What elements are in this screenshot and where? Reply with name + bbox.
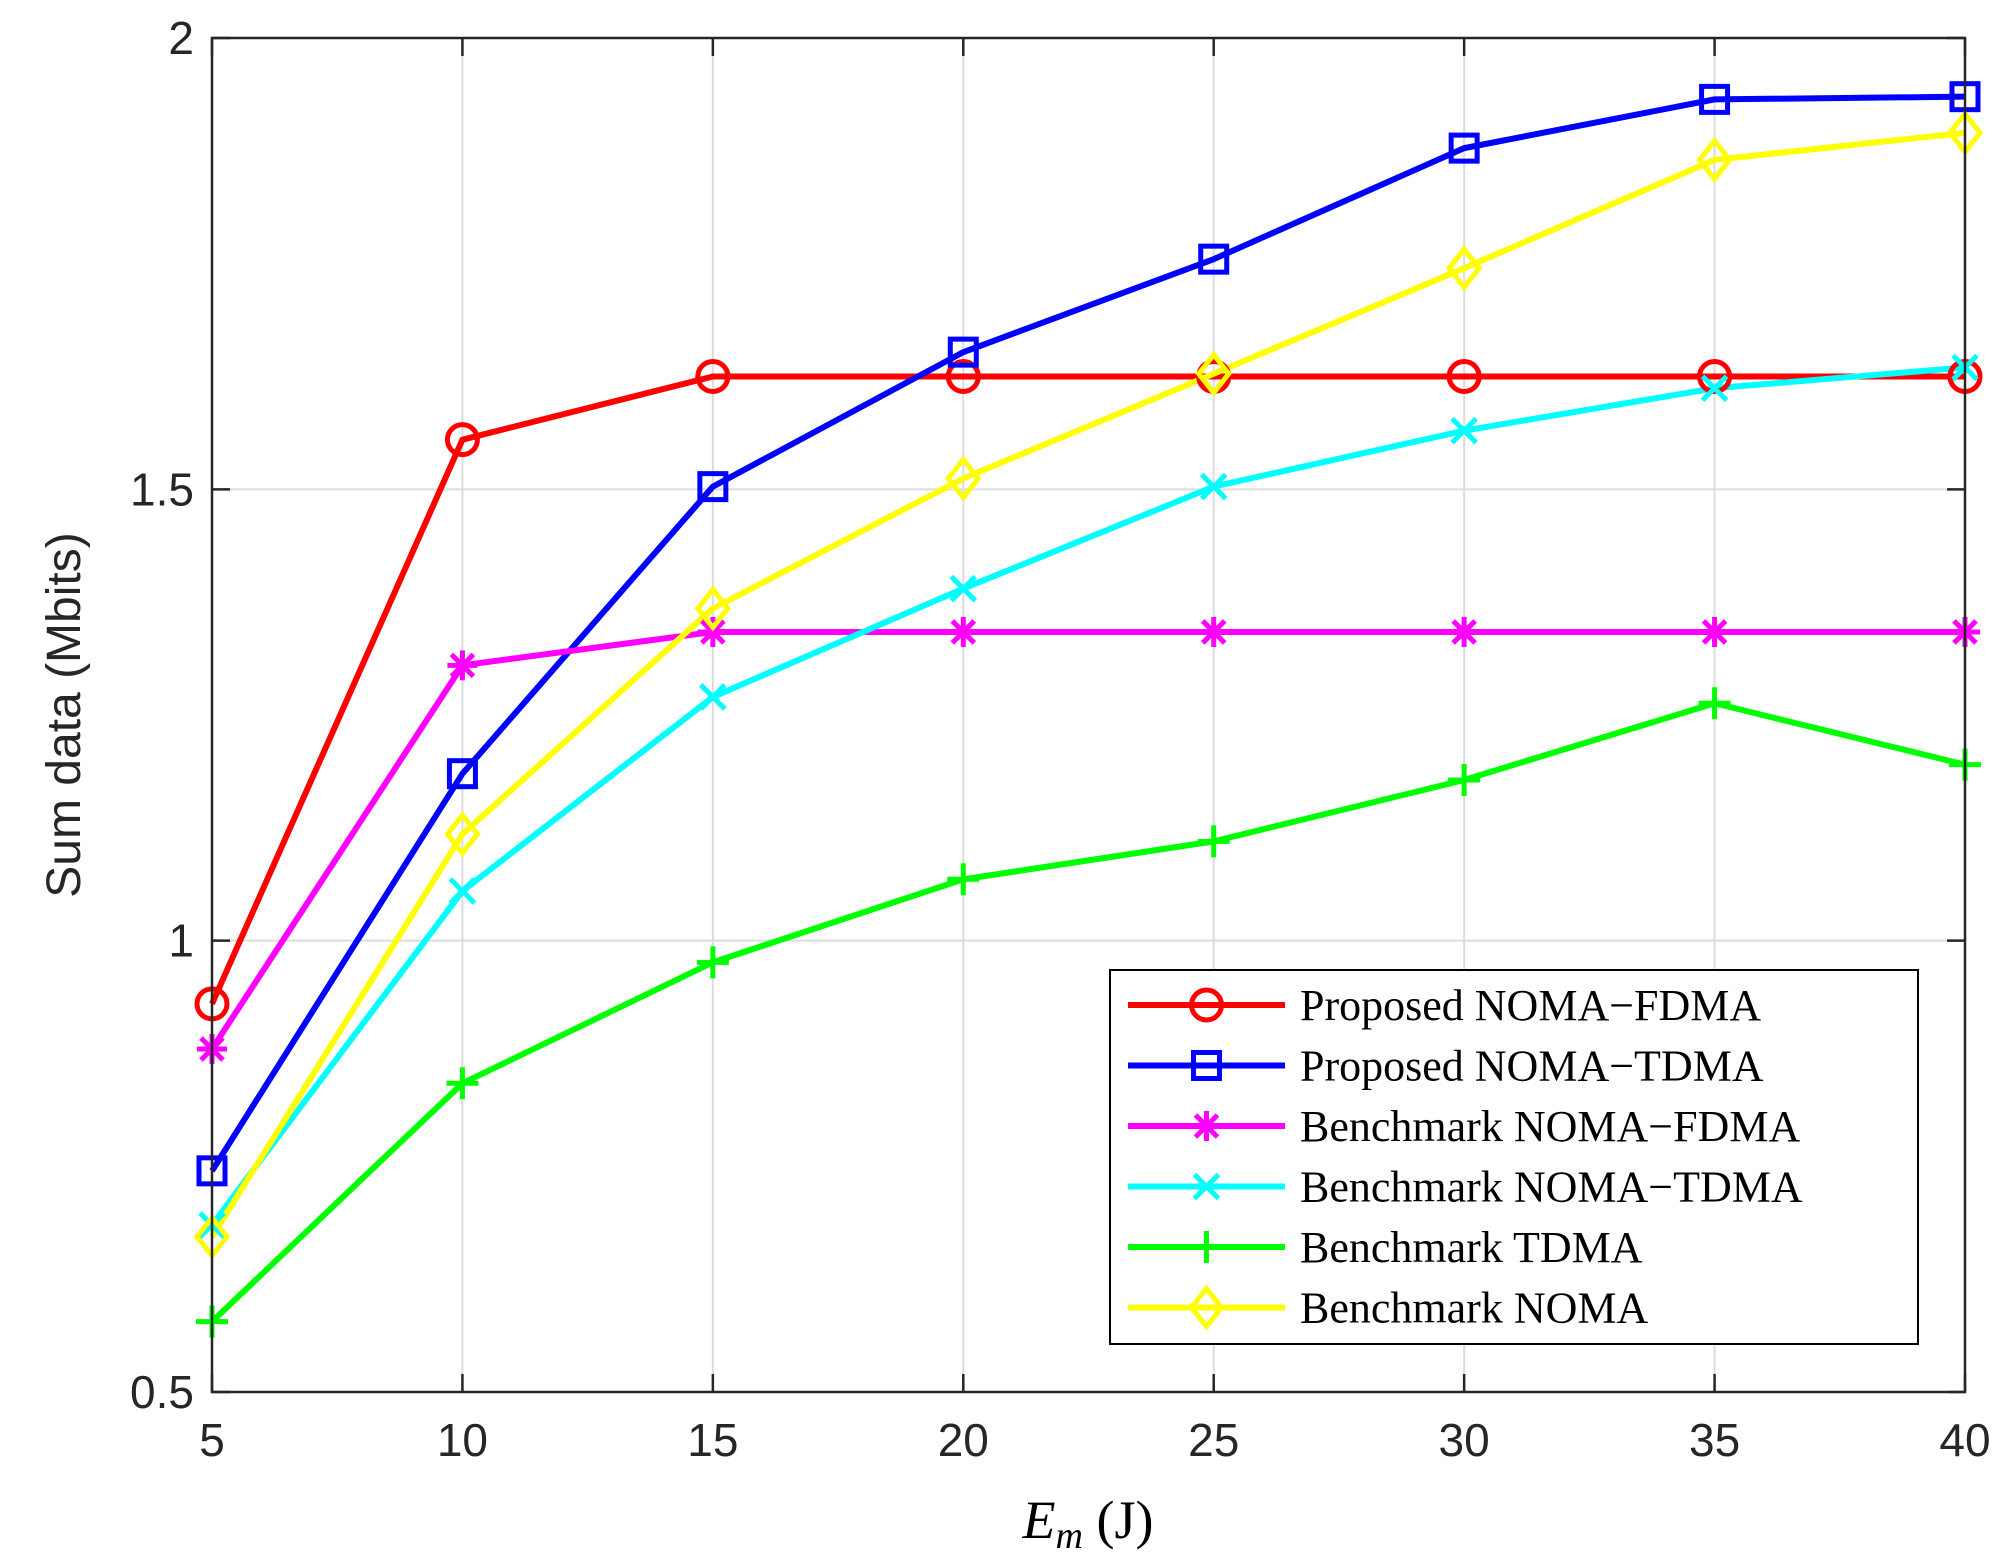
legend-item-benchmark-tdma: Benchmark TDMA [1128, 1223, 1643, 1272]
series-lines [209, 93, 1966, 1324]
series-line-benchmark-noma [209, 129, 1966, 1239]
x-tick-label: 35 [1689, 1414, 1740, 1466]
data-point-proposed-noma-fdma [444, 422, 480, 458]
legend-marker [1190, 1231, 1223, 1263]
data-point-proposed-noma-fdma [1446, 359, 1482, 394]
y-tick-label: 1 [168, 915, 194, 967]
series-line-proposed-noma-fdma [209, 373, 1965, 1006]
y-tick-label: 2 [168, 12, 194, 64]
data-point-benchmark-tdma [446, 1067, 479, 1100]
data-point-benchmark-noma [1195, 350, 1232, 397]
data-point-benchmark-noma [444, 811, 481, 858]
data-point-benchmark-noma-tdma [1199, 472, 1228, 501]
data-point-benchmark-noma-tdma [1450, 416, 1478, 445]
x-axis-label: Em (J) [1022, 1490, 1154, 1557]
legend-item-proposed-noma-tdma: Proposed NOMA−TDMA [1128, 1042, 1764, 1091]
x-tick-label: 25 [1188, 1414, 1239, 1466]
data-point-benchmark-noma [694, 585, 732, 632]
legend: Proposed NOMA−FDMA Proposed NOMA−TDMA Benc… [1109, 969, 1919, 1345]
x-tick-label: 5 [199, 1414, 225, 1466]
legend-label: Proposed NOMA−FDMA [1300, 981, 1761, 1030]
series-markers-benchmark-noma [193, 109, 1984, 1260]
series-line-benchmark-tdma [209, 700, 1966, 1324]
x-tick-label: 20 [938, 1414, 989, 1466]
data-point-benchmark-noma-fdma [447, 650, 478, 681]
y-axis-label: Sum data (Mbits) [38, 532, 91, 897]
y-tick-label: 1.5 [130, 463, 194, 515]
data-point-benchmark-tdma [1448, 763, 1481, 796]
plot-frame [210, 36, 1967, 1394]
data-point-benchmark-noma [1445, 245, 1483, 292]
x-tick-label: 30 [1439, 1414, 1490, 1466]
data-point-benchmark-noma-fdma [697, 616, 728, 647]
legend-item-benchmark-noma-tdma: Benchmark NOMA−TDMA [1128, 1163, 1803, 1212]
data-point-proposed-noma-tdma [1198, 243, 1230, 275]
axis-ticks [210, 36, 1967, 1394]
data-point-proposed-noma-fdma [945, 359, 981, 394]
series-line-proposed-noma-tdma [209, 93, 1966, 1173]
x-axis-label-sub: m [1056, 1515, 1083, 1557]
data-point-benchmark-noma-tdma [699, 683, 727, 711]
legend-label: Benchmark NOMA−TDMA [1300, 1163, 1803, 1212]
data-point-proposed-noma-tdma [1448, 132, 1480, 164]
data-point-benchmark-noma-fdma [1449, 616, 1480, 647]
legend-marker [1189, 987, 1224, 1023]
x-tick-label: 40 [1939, 1414, 1990, 1466]
legend-item-benchmark-noma-fdma: Benchmark NOMA−FDMA [1128, 1102, 1800, 1151]
data-point-benchmark-noma [1696, 136, 1733, 183]
data-point-proposed-noma-fdma [695, 359, 731, 394]
legend-item-benchmark-noma: Benchmark NOMA [1128, 1284, 1648, 1333]
data-point-benchmark-noma-fdma [948, 616, 979, 647]
legend-label: Benchmark TDMA [1300, 1223, 1643, 1272]
data-point-benchmark-noma-fdma [1699, 616, 1730, 647]
x-tick-label: 15 [687, 1414, 738, 1466]
data-point-benchmark-tdma [1698, 687, 1731, 720]
data-point-proposed-noma-tdma [446, 758, 478, 790]
data-point-benchmark-noma-tdma [448, 877, 477, 905]
data-point-benchmark-tdma [947, 863, 980, 896]
legend-item-proposed-noma-fdma: Proposed NOMA−FDMA [1128, 981, 1761, 1030]
series-line-benchmark-noma-tdma [209, 364, 1966, 1227]
data-point-benchmark-noma-tdma [949, 574, 978, 603]
legend-marker [1188, 1284, 1225, 1331]
x-axis-label-unit: (J) [1083, 1490, 1153, 1550]
series-markers [193, 81, 1984, 1338]
legend-label: Benchmark NOMA−FDMA [1300, 1102, 1800, 1151]
legend-marker [1191, 1050, 1222, 1081]
data-point-proposed-noma-tdma [1699, 83, 1731, 115]
tick-labels: 5 10 15 20 25 30 35 40 0.5 1 1.5 2 [130, 12, 1991, 1466]
legend-marker [1192, 1172, 1221, 1201]
x-axis-label-main: E [1022, 1490, 1056, 1550]
legend-label: Benchmark NOMA [1300, 1284, 1648, 1333]
data-point-benchmark-noma [945, 455, 982, 502]
data-point-benchmark-noma-tdma [1700, 374, 1729, 403]
x-tick-label: 10 [437, 1414, 488, 1466]
data-point-benchmark-tdma [696, 946, 729, 979]
series-line-benchmark-noma-fdma [209, 628, 1965, 1051]
data-point-benchmark-noma-fdma [1198, 616, 1229, 647]
legend-marker [1191, 1111, 1222, 1141]
y-tick-label: 0.5 [130, 1366, 194, 1418]
legend-box [1109, 969, 1919, 1345]
data-point-proposed-noma-tdma [697, 471, 729, 503]
data-point-proposed-noma-tdma [947, 336, 979, 368]
legend-label: Proposed NOMA−TDMA [1300, 1042, 1764, 1091]
data-point-benchmark-tdma [1197, 825, 1230, 858]
